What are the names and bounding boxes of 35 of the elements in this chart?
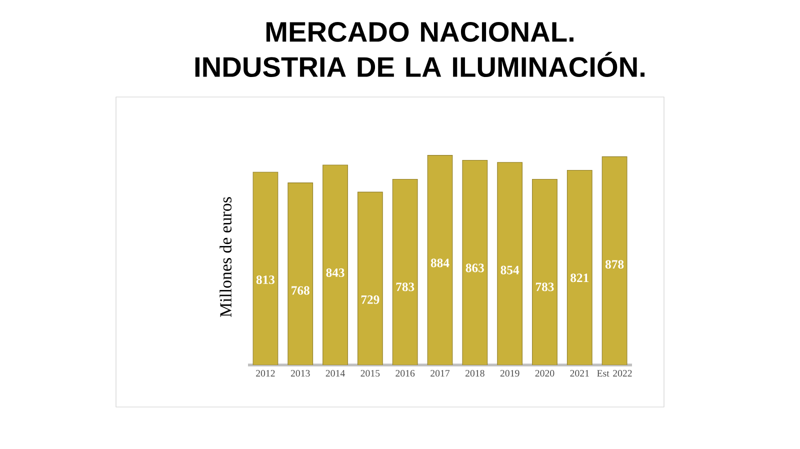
bar <box>358 192 383 365</box>
x-tick-label: 2018 <box>466 370 484 377</box>
bar <box>532 178 558 365</box>
bar <box>252 172 278 365</box>
data-label: 854 <box>500 266 520 274</box>
data-label: 768 <box>292 286 310 295</box>
x-tick-label: 2016 <box>396 370 415 377</box>
x-tick-label: 2015 <box>360 370 380 377</box>
bar <box>427 155 453 365</box>
bar <box>602 156 628 365</box>
x-tick-label: Est 2022 <box>597 370 632 377</box>
data-label: 783 <box>536 282 554 292</box>
x-tick-label: 2020 <box>535 370 554 377</box>
bar <box>322 164 348 365</box>
x-tick-label: 2013 <box>290 370 310 377</box>
x-tick-label: 2019 <box>500 370 520 377</box>
x-tick-label: 2014 <box>326 370 345 377</box>
x-tick-label: 2017 <box>430 370 450 377</box>
data-label: 783 <box>396 282 414 292</box>
bar <box>566 170 592 365</box>
data-label: 813 <box>256 276 275 284</box>
data-label: 821 <box>570 274 588 282</box>
data-label: 863 <box>466 264 484 272</box>
chart-title: MERCADO NACIONAL. INDUSTRIA DE LA ILUMINACIÓN. <box>195 22 644 78</box>
bar <box>288 182 314 365</box>
x-tick-label: 2012 <box>256 370 275 377</box>
data-label: 729 <box>361 295 380 304</box>
data-label: 884 <box>430 258 450 268</box>
data-label: 878 <box>605 260 624 269</box>
bar <box>497 162 522 365</box>
data-label: 843 <box>326 268 344 277</box>
bar <box>392 178 418 365</box>
bar <box>462 160 488 365</box>
x-tick-label: 2021 <box>570 370 589 377</box>
y-axis-title: Millones de euros <box>220 197 232 317</box>
